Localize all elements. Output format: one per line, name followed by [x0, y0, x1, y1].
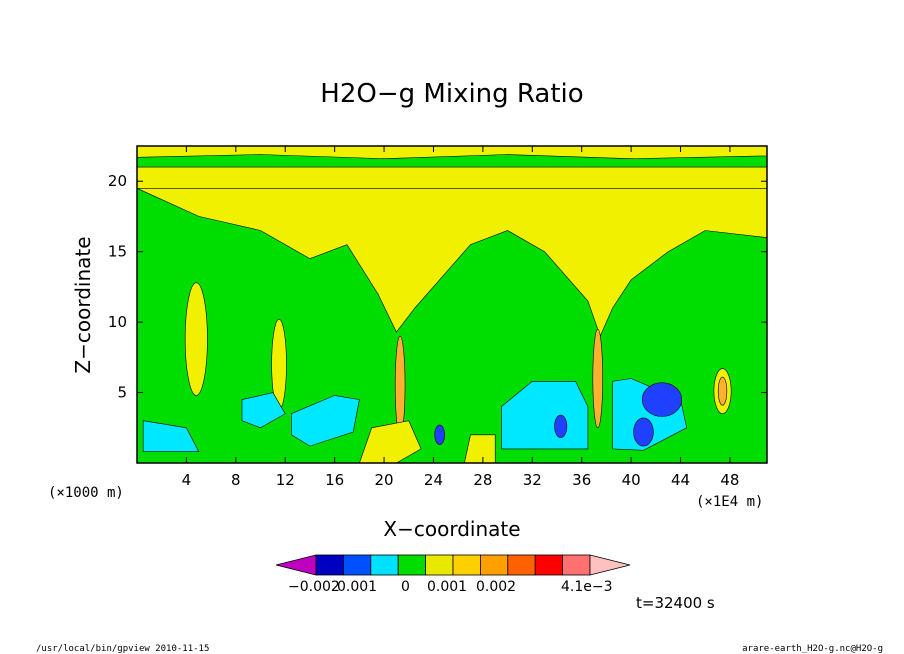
- colorbar-swatch-3: [370, 554, 399, 576]
- colorbar-swatch-8: [507, 554, 536, 576]
- region-upper-band: [136, 166, 768, 189]
- colorbar-tick-5: 0.002: [476, 579, 516, 595]
- low-blue-1: [641, 382, 683, 417]
- y-tick-label-1: 5: [117, 384, 127, 402]
- colorbar-swatch-6: [452, 554, 481, 576]
- x-axis-ticks: 4 8 12 16 20 24 28 32 36 40 44 48: [182, 146, 739, 489]
- x-tick-label-6: 24: [424, 471, 443, 489]
- colorbar-arrow-right: [589, 554, 631, 576]
- colorbar-tick-6: 4.1e−3: [561, 579, 613, 595]
- low-cyan-2: [241, 392, 286, 429]
- footer-right: arare-earth_H2O-g.nc@H2O-g: [742, 644, 883, 654]
- x-tick-label-9: 36: [572, 471, 591, 489]
- low-blue-4: [434, 424, 445, 445]
- colorbar-tick-4: 0.001: [427, 579, 467, 595]
- low-cyan-3: [291, 395, 360, 447]
- column-4-core: [394, 335, 406, 436]
- colorbar-tick-2: 0.001: [337, 579, 377, 595]
- x-tick-label-5: 20: [375, 471, 394, 489]
- footer-left: /usr/local/bin/gpview 2010-11-15: [36, 644, 209, 654]
- x-tick-label-8: 32: [523, 471, 542, 489]
- x-unit-left: (×1000 m): [48, 485, 124, 501]
- column-5-core: [592, 328, 604, 429]
- colorbar-tick-labels: −0.002 0.001 0 0.001 0.002 4.1e−3: [288, 579, 613, 595]
- x-tick-label-1: 4: [182, 471, 192, 489]
- column-3-core: [717, 376, 728, 406]
- colorbar-swatch-7: [479, 554, 509, 576]
- x-tick-label-4: 16: [325, 471, 344, 489]
- chart-title: H2O−g Mixing Ratio: [320, 79, 583, 109]
- y-axis-ticks: 5 10 15 20: [108, 172, 767, 402]
- colorbar-tick-1: −0.002: [288, 579, 340, 595]
- x-tick-label-7: 28: [473, 471, 492, 489]
- time-label: t=32400 s: [636, 594, 715, 612]
- x-tick-label-11: 44: [671, 471, 690, 489]
- plot-frame: [136, 145, 768, 464]
- x-tick-label-12: 48: [720, 471, 739, 489]
- plot-area: [136, 145, 768, 464]
- x-axis-label: X−coordinate: [383, 517, 520, 541]
- x-tick-label-10: 40: [622, 471, 641, 489]
- colorbar: [275, 554, 631, 576]
- colorbar-tick-3: 0: [401, 579, 410, 595]
- colorbar-swatch-5: [425, 554, 454, 576]
- y-axis-label: Z−coordinate: [71, 236, 95, 373]
- colorbar-swatch-2: [342, 554, 372, 576]
- column-1: [184, 282, 208, 396]
- colorbar-swatch-10: [562, 554, 591, 576]
- contour-fields: [136, 145, 768, 464]
- x-tick-label-3: 12: [276, 471, 295, 489]
- colorbar-swatch-4: [397, 554, 427, 576]
- colorbar-arrow-left: [275, 554, 317, 576]
- low-cyan-1: [142, 420, 200, 452]
- low-blue-2: [554, 414, 568, 438]
- region-mid-yellow: [136, 188, 768, 338]
- y-tick-label-4: 20: [108, 172, 127, 190]
- x-unit-right: (×1E4 m): [696, 494, 763, 510]
- low-blue-3: [633, 417, 654, 447]
- colorbar-swatch-1: [315, 554, 344, 576]
- colorbar-swatch-9: [534, 554, 564, 576]
- y-tick-label-2: 10: [108, 313, 127, 331]
- x-tick-label-2: 8: [231, 471, 241, 489]
- y-tick-label-3: 15: [108, 243, 127, 261]
